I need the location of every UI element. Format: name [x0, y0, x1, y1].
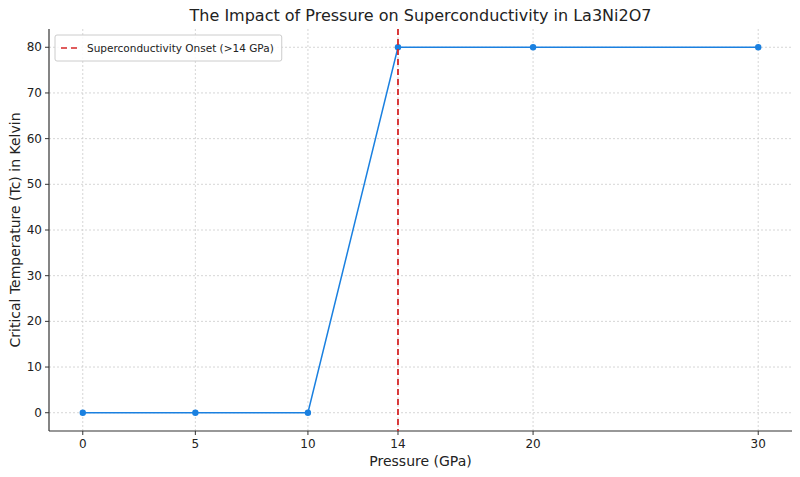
y-axis-label: Critical Temperature (Tc) in Kelvin	[7, 112, 23, 347]
legend-box	[55, 35, 282, 61]
x-grid-line	[307, 29, 308, 431]
grid	[49, 29, 792, 431]
x-axis-line	[49, 430, 792, 431]
data-point	[305, 410, 311, 416]
y-grid-line	[49, 184, 792, 185]
legend: Superconductivity Onset (>14 GPa)	[55, 35, 282, 61]
legend-swatch	[61, 47, 81, 49]
chart-title: The Impact of Pressure on Superconductiv…	[189, 6, 652, 25]
y-tick-label: 30	[27, 269, 42, 283]
y-grid-line	[49, 92, 792, 93]
plot-area	[80, 29, 762, 431]
x-tick-label: 20	[525, 437, 540, 451]
y-grid-line	[49, 230, 792, 231]
y-tick-label: 10	[27, 360, 42, 374]
data-point	[530, 44, 536, 50]
x-grid-line	[397, 29, 398, 431]
y-tick-label: 60	[27, 132, 42, 146]
y-tick-label: 20	[27, 314, 42, 328]
y-grid-line	[49, 138, 792, 139]
data-point	[80, 410, 86, 416]
ticks: 0 5 10 14 20 30 0 10 20 30 40 50 60 70 80	[27, 40, 766, 451]
x-axis-label: Pressure (GPa)	[369, 453, 471, 469]
y-axis-line	[48, 29, 49, 431]
y-tick-label: 50	[27, 177, 42, 191]
x-tick-label: 30	[751, 437, 766, 451]
legend-label: Superconductivity Onset (>14 GPa)	[87, 42, 274, 54]
x-tick-label: 14	[390, 437, 405, 451]
chart: 0 5 10 14 20 30 0 10 20 30 40 50 60 70 80 Superconducti…	[0, 0, 800, 477]
y-grid-line	[49, 275, 792, 276]
y-tick-label: 0	[34, 406, 42, 420]
x-tick-label: 0	[79, 437, 87, 451]
y-tick-label: 70	[27, 86, 42, 100]
x-tick-label: 10	[300, 437, 315, 451]
y-tick-label: 80	[27, 40, 42, 54]
data-point	[755, 44, 761, 50]
x-tick-label: 5	[192, 437, 200, 451]
y-grid-line	[49, 321, 792, 322]
data-line	[83, 47, 758, 412]
y-grid-line	[49, 367, 792, 368]
reference-line	[397, 29, 399, 431]
y-tick-label: 40	[27, 223, 42, 237]
data-point	[192, 410, 198, 416]
